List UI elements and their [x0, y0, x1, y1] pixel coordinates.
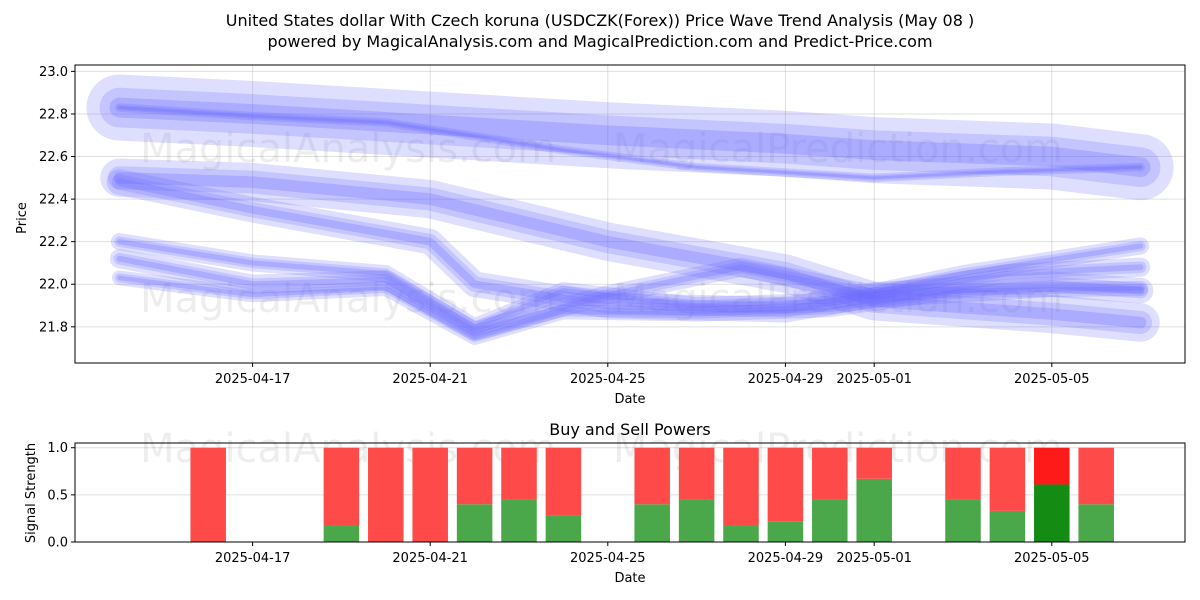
price-wave-series-7-layer-2 [113, 252, 1147, 337]
sell-power-bar [501, 447, 537, 500]
power-x-axis-label: Date [614, 571, 645, 586]
buy-power-bar [501, 499, 537, 542]
power-y-ticks: 0.0 0.5 1.0 [47, 441, 75, 551]
sell-power-bar [812, 447, 848, 500]
price-wave-series-3-layer-1 [100, 158, 1160, 342]
price-y-tick-label: 22.4 [39, 193, 68, 208]
power-bars-group [190, 447, 1114, 542]
buy-power-bar [945, 499, 981, 542]
power-y-tick-label: 0.0 [47, 536, 68, 551]
price-plot-area [75, 65, 1185, 363]
sell-power-bar [456, 447, 493, 505]
buy-power-bar [767, 521, 804, 542]
power-x-tick-label: 2025-05-05 [1014, 551, 1090, 566]
price-y-tick-label: 22.2 [39, 235, 68, 250]
sell-power-bar [545, 447, 582, 516]
watermark-top-right: MagicalPrediction.com [613, 126, 1063, 172]
price-wave-series-4-layer-2 [111, 174, 1149, 318]
power-x-ticks: 2025-04-17 2025-04-21 2025-04-25 2025-04-29… [215, 542, 1090, 566]
price-y-tick-label: 23.0 [39, 65, 68, 80]
price-wave-series-2-layer-3 [118, 106, 1142, 180]
price-series-group [86, 74, 1174, 345]
sell-power-bar [1034, 447, 1070, 485]
price-y-ticks: 21.8 22.0 22.2 22.4 22.6 22.8 23.0 [39, 65, 75, 335]
price-panel: MagicalAnalysis.com MagicalPrediction.co… [15, 64, 1186, 407]
price-x-tick-label: 2025-04-29 [748, 372, 824, 387]
power-y-tick-label: 0.5 [47, 488, 68, 503]
buy-power-bar [723, 525, 759, 542]
price-y-tick-label: 22.6 [39, 150, 68, 165]
sell-power-bar [634, 447, 670, 505]
title-line-1: United States dollar With Czech koruna (… [226, 11, 974, 30]
power-chart-title: Buy and Sell Powers [549, 420, 711, 439]
price-wave-series-7-layer-1 [109, 249, 1151, 341]
watermark-top-left: MagicalAnalysis.com [140, 126, 556, 172]
sell-power-bar [767, 447, 804, 522]
price-wave-series-3-layer-2 [107, 166, 1153, 335]
price-wave-series-1-layer-3 [109, 97, 1151, 178]
price-plot-frame [74, 64, 1186, 364]
buy-power-bar [989, 510, 1026, 542]
title-line-2: powered by MagicalAnalysis.com and Magic… [267, 32, 932, 51]
power-plot-frame [74, 442, 1186, 543]
buy-power-bar [856, 478, 892, 542]
price-y-tick-label: 22.8 [39, 107, 68, 122]
price-wave-series-5-layer-1 [110, 233, 1150, 336]
sell-power-bar [678, 447, 715, 500]
price-wave-series-4-layer-1 [106, 169, 1154, 323]
price-x-ticks: 2025-04-17 2025-04-21 2025-04-25 2025-04-29… [215, 363, 1090, 387]
sell-power-bar [412, 447, 448, 542]
power-x-tick-label: 2025-04-29 [748, 551, 824, 566]
price-wave-series-2-layer-2 [116, 105, 1144, 181]
price-wave-series-3-layer-3 [113, 172, 1147, 329]
buy-power-bar [1078, 504, 1114, 542]
price-x-axis-label: Date [614, 392, 645, 407]
buy-power-bar [812, 499, 848, 542]
price-wave-series-4-layer-3 [115, 178, 1145, 314]
price-wave-series-6-layer-3 [117, 275, 1143, 340]
sell-power-bar [945, 447, 981, 500]
buy-power-bar [634, 504, 670, 542]
price-wave-series-6-layer-1 [111, 270, 1149, 345]
sell-power-bar [856, 447, 892, 479]
buy-power-bar [323, 525, 360, 542]
price-y-tick-label: 21.8 [39, 320, 68, 335]
price-y-tick-label: 22.0 [39, 278, 68, 293]
price-x-tick-label: 2025-05-05 [1014, 372, 1090, 387]
price-wave-series-1-layer-2 [99, 87, 1161, 187]
price-grid [75, 65, 1185, 363]
watermark-mid-left: MagicalAnalysis.com [140, 276, 556, 322]
power-panel: Buy and Sell Powers MagicalAnalysis.com … [24, 420, 1186, 586]
power-y-tick-label: 1.0 [47, 441, 68, 456]
price-y-axis-label: Price [15, 202, 30, 234]
price-x-tick-label: 2025-04-25 [570, 372, 646, 387]
buy-power-bar [1034, 484, 1070, 542]
power-x-tick-label: 2025-04-21 [392, 551, 468, 566]
watermark-mid-right: MagicalPrediction.com [613, 276, 1063, 322]
price-wave-series-5-layer-3 [116, 239, 1144, 330]
price-x-tick-label: 2025-04-21 [392, 372, 468, 387]
price-x-tick-label: 2025-05-01 [836, 372, 912, 387]
buy-power-bar [678, 499, 715, 542]
power-x-tick-label: 2025-04-25 [570, 551, 646, 566]
buy-power-bar [545, 515, 582, 542]
sell-power-bar [1078, 447, 1114, 505]
power-x-tick-label: 2025-04-17 [215, 551, 291, 566]
power-y-axis-label: Signal Strength [24, 443, 39, 543]
power-x-tick-label: 2025-05-01 [836, 551, 912, 566]
sell-power-bar [190, 447, 226, 542]
sell-power-bar [989, 447, 1026, 511]
price-wave-series-2-layer-1 [115, 103, 1145, 183]
sell-power-bar [323, 447, 360, 526]
price-wave-series-7-layer-3 [116, 255, 1144, 334]
price-wave-series-5-layer-2 [114, 236, 1146, 332]
price-x-tick-label: 2025-04-17 [215, 372, 291, 387]
buy-power-bar [456, 504, 493, 542]
price-wave-series-1-layer-1 [86, 74, 1174, 201]
sell-power-bar [368, 447, 404, 542]
price-wave-series-6-layer-2 [114, 273, 1146, 342]
sell-power-bar [723, 447, 759, 526]
